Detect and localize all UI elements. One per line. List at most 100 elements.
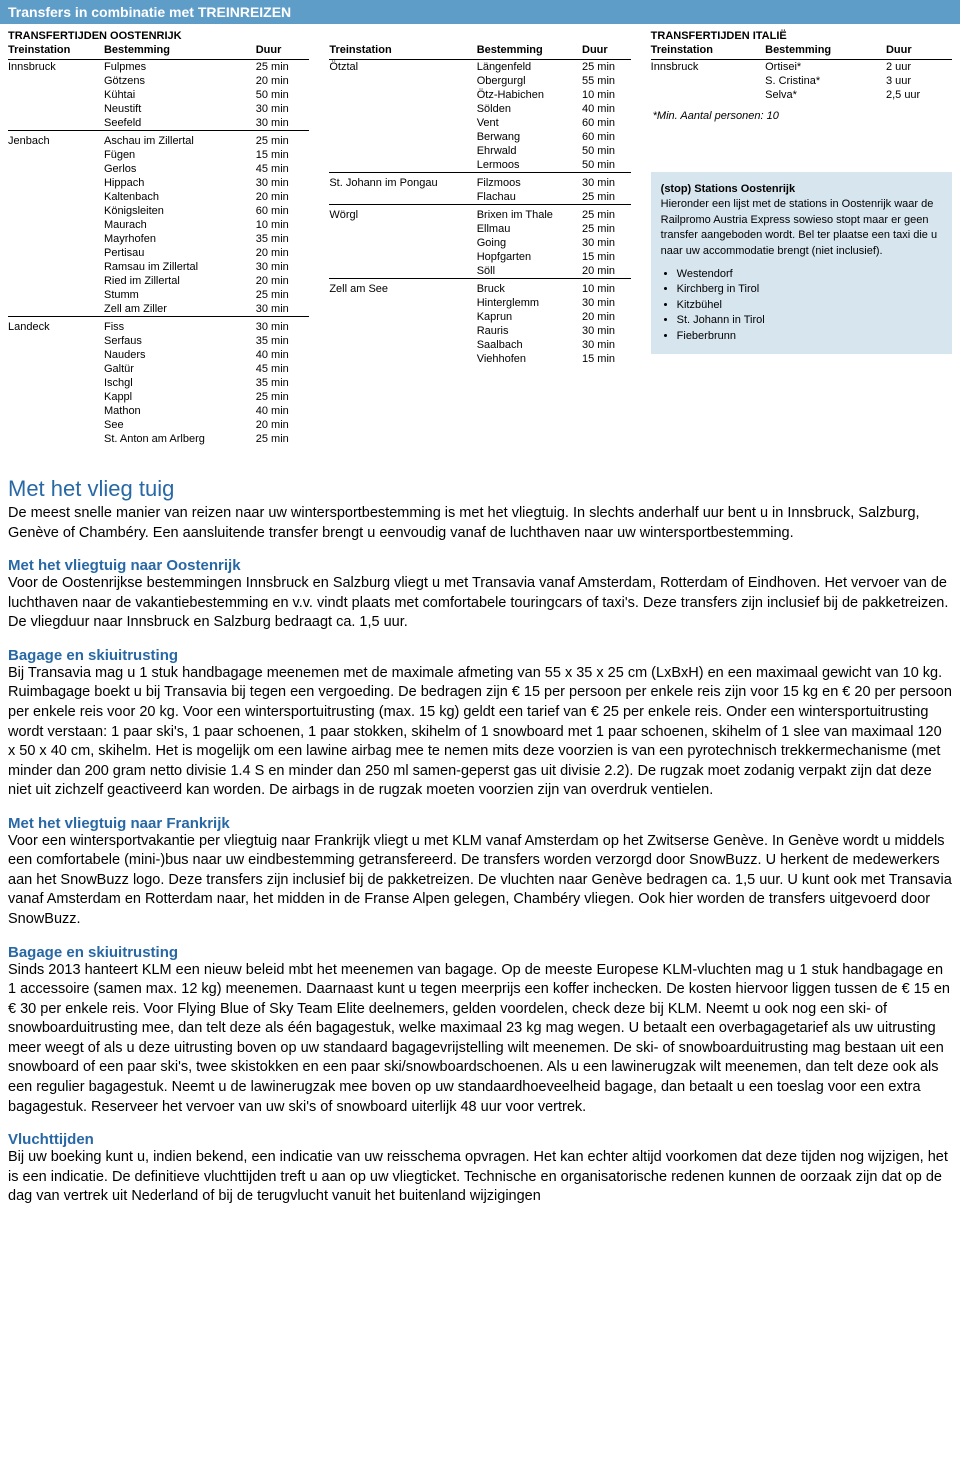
cell-dest: Pertisau <box>104 246 256 260</box>
cell-station <box>8 288 104 302</box>
cell-station <box>8 116 104 131</box>
text-content: Met het vlieg tuig De meest snelle manie… <box>0 476 960 1229</box>
cell-station <box>329 222 476 236</box>
heading-bagage2: Bagage en skiuitrusting <box>8 944 952 961</box>
infobox-list: WestendorfKirchberg in TirolKitzbühelSt.… <box>661 267 942 344</box>
p-oostenrijk: Voor de Oostenrijkse bestemmingen Innsbr… <box>8 574 952 633</box>
infobox-text: Hieronder een lijst met de stations in O… <box>661 198 937 256</box>
cell-dur: 20 min <box>256 190 310 204</box>
italy-col: TRANSFERTIJDEN ITALIË Treinstation Beste… <box>651 24 952 354</box>
infobox-item: Kitzbühel <box>677 298 942 313</box>
cell-dur: 25 min <box>582 60 631 75</box>
cell-dest: Fulpmes <box>104 60 256 75</box>
cell-station <box>329 144 476 158</box>
cell-station <box>8 176 104 190</box>
cell-station <box>8 74 104 88</box>
cell-station <box>8 432 104 446</box>
th-dur: Duur <box>582 42 631 60</box>
cell-dur: 45 min <box>256 162 310 176</box>
cell-dur: 50 min <box>256 88 310 102</box>
cell-dur: 40 min <box>256 348 310 362</box>
cell-dest: Mayrhofen <box>104 232 256 246</box>
cell-station: Innsbruck <box>8 60 104 75</box>
cell-station <box>8 232 104 246</box>
cell-station <box>8 218 104 232</box>
cell-station <box>8 88 104 102</box>
infobox-item: Kirchberg in Tirol <box>677 282 942 297</box>
cell-station: Wörgl <box>329 205 476 223</box>
cell-station <box>329 264 476 279</box>
cell-dest: Aschau im Zillertal <box>104 131 256 149</box>
cell-dest: Kühtai <box>104 88 256 102</box>
cell-dest: Ried im Zillertal <box>104 274 256 288</box>
cell-dur: 2,5 uur <box>886 88 952 102</box>
cell-dest: Rauris <box>477 324 582 338</box>
p-bagage1: Bij Transavia mag u 1 stuk handbagage me… <box>8 664 952 801</box>
cell-dest: Nauders <box>104 348 256 362</box>
cell-station <box>8 302 104 317</box>
cell-dur: 60 min <box>582 130 631 144</box>
austria-col1: TRANSFERTIJDEN OOSTENRIJK Treinstation B… <box>8 24 309 446</box>
cell-dur: 10 min <box>256 218 310 232</box>
cell-station <box>329 88 476 102</box>
cell-dur: 30 min <box>582 324 631 338</box>
cell-station: Jenbach <box>8 131 104 149</box>
cell-dest: Ötz-Habichen <box>477 88 582 102</box>
cell-station <box>8 204 104 218</box>
cell-dest: Stumm <box>104 288 256 302</box>
th-dur: Duur <box>256 42 310 60</box>
main-heading: Met het vlieg tuig <box>8 476 952 502</box>
cell-station <box>8 102 104 116</box>
th-station: Treinstation <box>329 42 476 60</box>
cell-dest: Kaprun <box>477 310 582 324</box>
cell-station <box>651 88 765 102</box>
cell-station <box>329 102 476 116</box>
cell-dest: Ehrwald <box>477 144 582 158</box>
cell-dur: 20 min <box>582 310 631 324</box>
cell-dest: S. Cristina* <box>765 74 886 88</box>
p-bagage2: Sinds 2013 hanteert KLM een nieuw beleid… <box>8 961 952 1118</box>
cell-station: St. Johann im Pongau <box>329 173 476 191</box>
cell-station <box>329 352 476 366</box>
cell-dest: Hinterglemm <box>477 296 582 310</box>
cell-dur: 30 min <box>582 173 631 191</box>
cell-dest: Hippach <box>104 176 256 190</box>
th-dest: Bestemming <box>477 42 582 60</box>
cell-dur: 30 min <box>256 116 310 131</box>
heading-bagage1: Bagage en skiuitrusting <box>8 647 952 664</box>
cell-station <box>8 260 104 274</box>
cell-dest: Saalbach <box>477 338 582 352</box>
cell-dur: 55 min <box>582 74 631 88</box>
cell-dur: 25 min <box>582 190 631 205</box>
spacer-title <box>329 30 630 42</box>
cell-station <box>651 74 765 88</box>
cell-dest: Serfaus <box>104 334 256 348</box>
cell-station <box>329 338 476 352</box>
cell-dur: 35 min <box>256 232 310 246</box>
cell-dur: 3 uur <box>886 74 952 88</box>
cell-dest: Fiss <box>104 317 256 335</box>
cell-station <box>8 404 104 418</box>
cell-dur: 30 min <box>256 317 310 335</box>
cell-dest: Sölden <box>477 102 582 116</box>
th-station: Treinstation <box>8 42 104 60</box>
cell-dest: Flachau <box>477 190 582 205</box>
cell-station <box>329 310 476 324</box>
cell-dest: Königsleiten <box>104 204 256 218</box>
header-bar: Transfers in combinatie met TREINREIZEN <box>0 0 960 24</box>
infobox-title: (stop) Stations Oostenrijk <box>661 183 795 195</box>
cell-dest: Galtür <box>104 362 256 376</box>
cell-dest: Ellmau <box>477 222 582 236</box>
cell-dur: 15 min <box>582 352 631 366</box>
cell-dur: 30 min <box>256 102 310 116</box>
p-vluchttijden: Bij uw boeking kunt u, indien bekend, ee… <box>8 1148 952 1207</box>
cell-dest: Maurach <box>104 218 256 232</box>
cell-station <box>329 324 476 338</box>
cell-station <box>329 250 476 264</box>
cell-dest: Obergurgl <box>477 74 582 88</box>
cell-dur: 60 min <box>582 116 631 130</box>
cell-dur: 30 min <box>256 176 310 190</box>
cell-dest: Brixen im Thale <box>477 205 582 223</box>
cell-dur: 10 min <box>582 279 631 297</box>
cell-dest: Ramsau im Zillertal <box>104 260 256 274</box>
